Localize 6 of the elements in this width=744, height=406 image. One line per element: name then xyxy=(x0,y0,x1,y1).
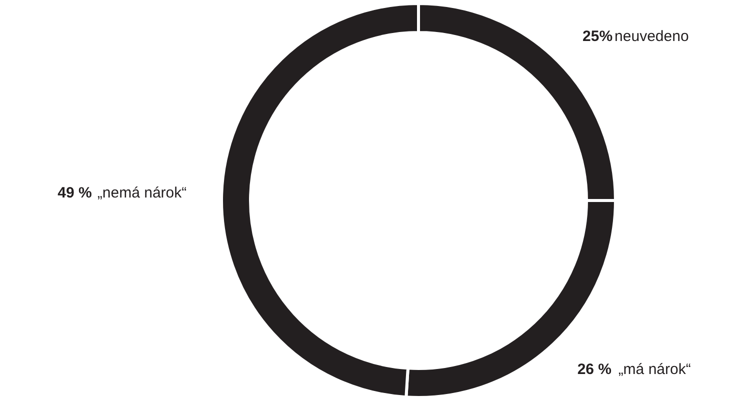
slice-label: neuvedeno xyxy=(614,28,689,45)
data-label: 25% xyxy=(582,28,613,45)
data-label: 26 % xyxy=(577,361,612,378)
slice-label: „nemá nárok“ xyxy=(97,184,187,202)
data-label: 49 % xyxy=(58,184,92,202)
slice-label: „má nárok“ xyxy=(618,361,691,378)
